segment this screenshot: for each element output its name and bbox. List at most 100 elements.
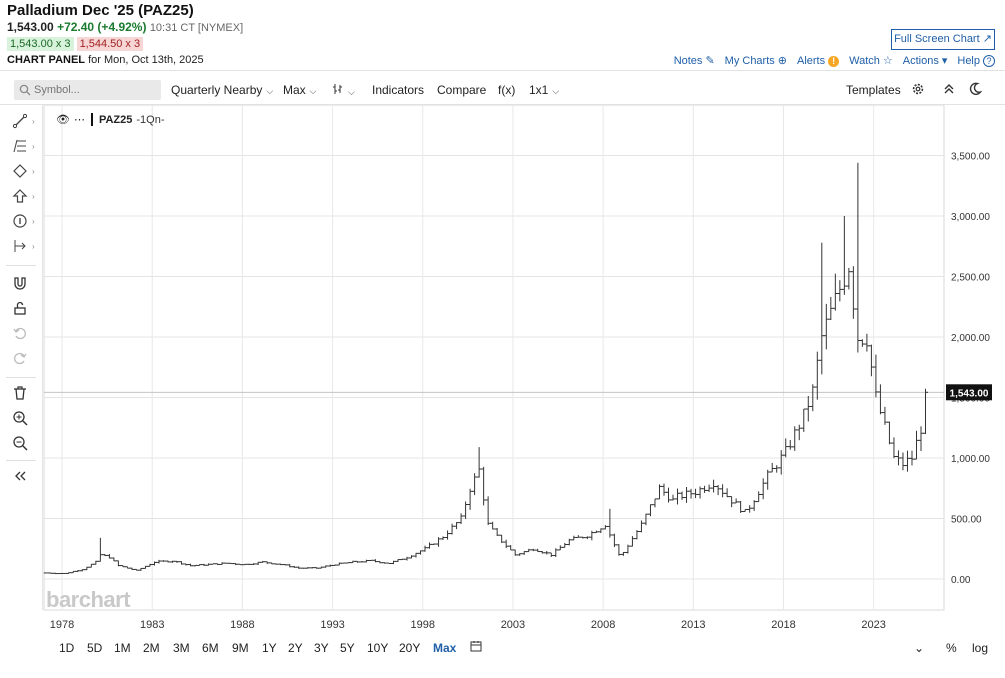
chevron-right-icon: › <box>32 241 35 251</box>
chevron-down-icon: ⌵ <box>348 87 355 97</box>
range-1d[interactable]: 1D <box>59 641 75 655</box>
annotation-tool[interactable]: › <box>12 211 38 231</box>
unlock-icon <box>14 301 26 315</box>
magnet-icon <box>14 277 26 290</box>
collapse-button[interactable] <box>943 82 955 99</box>
more-icon[interactable]: ⋯ <box>73 114 85 126</box>
legend-symbol: PAZ25 <box>98 113 133 126</box>
measure-tool[interactable]: › <box>12 236 38 256</box>
ohlc-bars-icon <box>333 84 342 94</box>
ohlc-bar <box>246 563 252 565</box>
x-tick-label: 2018 <box>771 619 795 631</box>
layout-select[interactable]: 1x1 ⌵ <box>529 83 560 97</box>
range-select[interactable]: Max ⌵ <box>283 83 317 97</box>
log-toggle[interactable]: log <box>972 641 989 655</box>
x-tick-label: 1988 <box>230 619 254 631</box>
range-9m[interactable]: 9M <box>232 641 249 655</box>
range-1m[interactable]: 1M <box>114 641 131 655</box>
range-1y[interactable]: 1Y <box>262 641 277 655</box>
settings-button[interactable] <box>911 82 925 99</box>
date-range-button[interactable] <box>470 640 482 655</box>
zoom-out-button[interactable] <box>12 433 38 453</box>
x-tick-label: 1983 <box>140 619 164 631</box>
percent-toggle[interactable]: % <box>946 641 957 655</box>
moon-icon <box>969 82 983 95</box>
bar-type-select[interactable]: ⌵ <box>332 83 355 98</box>
range-10y[interactable]: 10Y <box>367 641 389 655</box>
y-tick-label: 3,000.00 <box>951 212 990 223</box>
indicators-button[interactable]: Indicators <box>372 83 425 97</box>
zoom-out-icon <box>13 436 28 451</box>
range-2y[interactable]: 2Y <box>288 641 303 655</box>
bid-ask: 1,543.00 x 3 1,544.50 x 3 <box>7 37 144 51</box>
trendline-tool[interactable]: › <box>12 111 38 131</box>
price-chart[interactable]: 0.00500.001,000.001,500.002,000.002,500.… <box>0 105 1005 635</box>
range-5d[interactable]: 5D <box>87 641 103 655</box>
range-20y[interactable]: 20Y <box>399 641 421 655</box>
divider <box>6 265 36 266</box>
gear-icon <box>912 83 924 95</box>
watch-link[interactable]: Watch ☆ <box>849 55 893 67</box>
legend-period: -1Qn- <box>136 113 165 126</box>
quote-time: 10:31 CT [NYMEX] <box>149 22 244 34</box>
double-chevron-left-icon <box>15 471 26 481</box>
period-select[interactable]: Quarterly Nearby ⌵ <box>171 83 274 97</box>
range-2m[interactable]: 2M <box>143 641 160 655</box>
double-chevron-down-icon: ⌄ <box>914 641 925 655</box>
notes-link[interactable]: Notes ✎ <box>673 55 715 67</box>
shapes-tool[interactable]: › <box>12 161 38 181</box>
x-tick-label: 1998 <box>411 619 435 631</box>
calendar-icon <box>470 641 482 652</box>
range-3y[interactable]: 3Y <box>314 641 329 655</box>
range-6m[interactable]: 6M <box>202 641 219 655</box>
symbol-search-input[interactable] <box>14 80 161 100</box>
x-tick-label: 2023 <box>861 619 885 631</box>
zoom-in-button[interactable] <box>12 408 38 428</box>
external-arrow-icon: ↗ <box>982 33 992 45</box>
fibonacci-tool[interactable]: › <box>12 136 38 156</box>
y-tick-label: 3,500.00 <box>951 152 990 163</box>
chevron-right-icon: › <box>32 166 35 176</box>
y-tick-label: 500.00 <box>951 515 982 526</box>
last-price-tag <box>946 384 992 401</box>
arrow-tool[interactable]: › <box>12 186 38 206</box>
price-change: +72.40 (+4.92%) <box>57 20 147 34</box>
caret-down-icon: ▾ <box>941 55 948 67</box>
chevron-right-icon: › <box>32 141 35 151</box>
magnet-tool[interactable] <box>12 273 38 293</box>
fx-button[interactable]: f(x) <box>498 83 516 97</box>
eye-icon[interactable]: 👁 <box>56 114 70 126</box>
question-icon: ? <box>983 54 995 67</box>
panel-label-date: for Mon, Oct 13th, 2025 <box>88 54 204 66</box>
delete-drawings-button[interactable] <box>12 383 38 403</box>
x-tick-label: 2003 <box>501 619 525 631</box>
actions-menu[interactable]: Actions ▾ <box>902 55 948 67</box>
lock-tool[interactable] <box>12 298 38 318</box>
ohlc-bars <box>43 162 929 575</box>
redo-button[interactable] <box>12 348 38 368</box>
undo-icon <box>13 327 26 340</box>
plot-area <box>43 105 945 611</box>
range-max[interactable]: Max <box>433 641 457 655</box>
my-charts-link[interactable]: My Charts ⊕ <box>724 55 787 67</box>
alert-icon: ! <box>828 55 840 67</box>
help-link[interactable]: Help? <box>957 54 995 67</box>
theme-toggle[interactable] <box>968 82 983 99</box>
alerts-link[interactable]: Alerts! <box>797 55 840 67</box>
fullscreen-chart-button[interactable]: Full Screen Chart ↗ <box>891 29 995 50</box>
undo-button[interactable] <box>12 323 38 343</box>
top-links: Notes ✎ My Charts ⊕ Alerts! Watch ☆ Actions… <box>674 54 995 67</box>
y-tick-label: 2,000.00 <box>951 333 990 344</box>
range-3m[interactable]: 3M <box>173 641 190 655</box>
expand-button[interactable]: ⌄ <box>914 641 924 655</box>
divider <box>0 70 1005 71</box>
compare-button[interactable]: Compare <box>437 83 487 97</box>
measure-icon <box>14 240 26 252</box>
range-5y[interactable]: 5Y <box>340 641 355 655</box>
y-tick-label: 1,000.00 <box>951 454 990 465</box>
templates-button[interactable]: Templates <box>846 83 901 97</box>
last-price: 1,543.00 <box>7 20 54 34</box>
ohlc-bar <box>386 562 392 565</box>
collapse-tools-button[interactable] <box>12 466 38 486</box>
chevron-down-icon: ⌵ <box>552 86 560 96</box>
